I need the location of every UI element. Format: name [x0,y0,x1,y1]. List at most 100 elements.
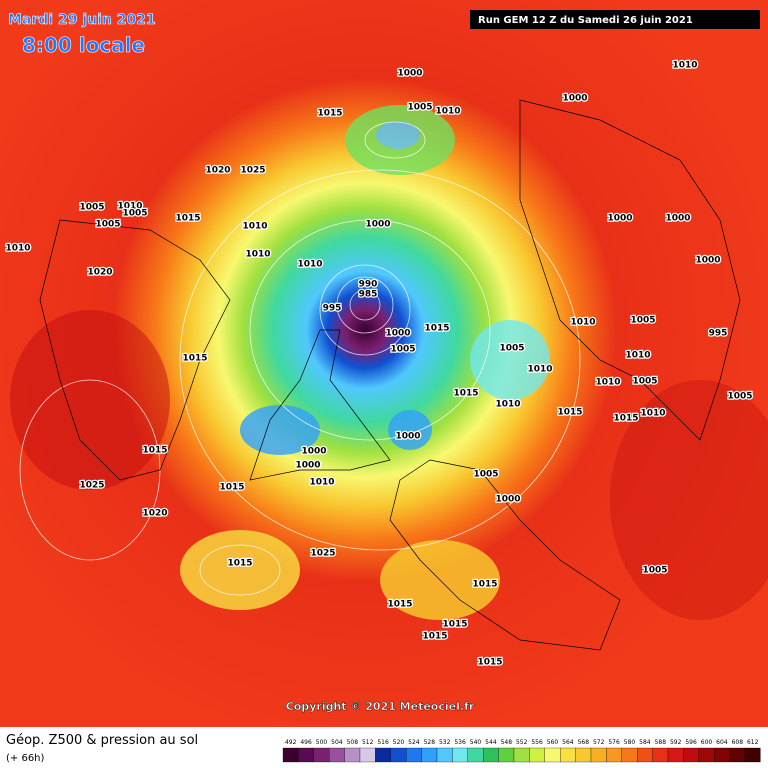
run-label: Run GEM 12 Z du Samedi 26 juin 2021 [478,15,693,26]
scale-label: 588 [655,739,667,746]
isobar-label: 1010 [245,250,270,260]
isobar-label: 990 [359,280,378,290]
isobar-label: 1025 [310,549,335,559]
scale-swatch [698,747,715,763]
scale-swatch [560,747,576,763]
scale-label: 576 [608,739,620,746]
isobar-label: 1000 [695,256,720,266]
isobar-label: 1010 [117,202,142,212]
scale-label: 544 [485,739,497,746]
isobar-label: 1000 [395,432,420,442]
scale-swatch [390,747,407,763]
scale-swatch [498,747,515,763]
isobar-label: 1020 [205,166,230,176]
scale-swatch [298,747,314,763]
isobar-label: 1005 [407,103,432,113]
isobar-label: 1020 [87,268,112,278]
scale-swatch [406,747,422,763]
scale-label: 500 [316,739,328,746]
run-box [470,10,760,29]
isobar-label: 1005 [630,316,655,326]
scale-label: 532 [439,739,451,746]
scale-swatch [329,747,345,763]
isobar-label: 1005 [95,220,120,230]
isobar-label: 1005 [632,377,657,387]
scale-swatch [637,747,653,763]
scale-swatch [683,747,699,763]
isobar-label: 1005 [499,344,524,354]
isobar-label: 1025 [79,481,104,491]
isobar-label: 1010 [435,107,460,117]
scale-label: 524 [408,739,420,746]
scale-swatch [544,747,561,763]
scale-label: 592 [670,739,682,746]
scale-label: 492 [285,739,297,746]
isobar-label: 1015 [453,389,478,399]
scale-swatch [667,747,684,763]
scale-label: 552 [516,739,528,746]
isobar-label: 985 [359,290,378,300]
isobar-label: 1025 [240,166,265,176]
isobar-label: 1005 [79,203,104,213]
copyright: Copyright © 2021 Meteociel.fr [286,700,475,713]
scale-label: 528 [424,739,436,746]
scale-swatch [421,747,438,763]
isobar-label: 1000 [562,94,587,104]
isobar-label: 1015 [472,580,497,590]
scale-label: 564 [562,739,574,746]
isobar-label: 1015 [142,446,167,456]
scale-label: 596 [685,739,697,746]
isobar-label: 1010 [5,244,30,254]
isobar-label: 1005 [122,209,147,219]
isobar-label: 1010 [672,61,697,71]
scale-label: 540 [470,739,482,746]
scale-label: 496 [300,739,312,746]
isobar-label: 1010 [640,409,665,419]
isobar-label: 1015 [182,354,207,364]
scale-label: 568 [578,739,590,746]
scale-label: 536 [454,739,466,746]
isobar-label: 1005 [642,566,667,576]
color-scale: 492 496 500 504 508 512 516 520 524 528 532 536 540 5… [282,739,761,763]
scale-swatch [529,747,545,763]
isobar-label: 1005 [727,392,752,402]
isobar-label: 1015 [317,109,342,119]
isobar-label: 1015 [387,600,412,610]
scale-swatch [729,747,746,763]
scale-label: 508 [347,739,359,746]
lead-time: (+ 66h) [6,753,45,764]
isobar-lines [19,121,581,596]
scale-swatch [744,747,761,763]
scale-swatch [282,747,299,763]
isobar-label: 1015 [613,414,638,424]
isobar-label: 1015 [477,658,502,668]
isobar-label: 1015 [424,324,449,334]
scale-label: 604 [716,739,728,746]
isobar-label: 1015 [175,214,200,224]
isobar-label: 995 [323,304,342,314]
scale-swatch [621,747,638,763]
isobar-label: 995 [709,329,728,339]
scale-swatch [375,747,391,763]
scale-label: 608 [732,739,744,746]
scale-label: 560 [547,739,559,746]
scale-swatch [606,747,622,763]
scale-swatch [313,747,330,763]
scale-label: 504 [331,739,343,746]
scale-label: 600 [701,739,713,746]
isobar-label: 1015 [442,620,467,630]
scale-label: 516 [377,739,389,746]
isobar-label: 1000 [295,461,320,471]
coastlines [39,99,741,651]
isobar-label: 1000 [495,495,520,505]
scale-swatch [652,747,669,763]
scale-swatch [590,747,607,763]
footer-title: Géop. Z500 & pression au sol [6,733,198,748]
scale-swatch [467,747,484,763]
isobar-label: 1010 [595,378,620,388]
isobar-label: 1015 [227,559,252,569]
isobar-label: 1000 [665,214,690,224]
isobar-label: 1010 [495,400,520,410]
scale-label: 548 [501,739,513,746]
isobar-label: 1005 [473,470,498,480]
